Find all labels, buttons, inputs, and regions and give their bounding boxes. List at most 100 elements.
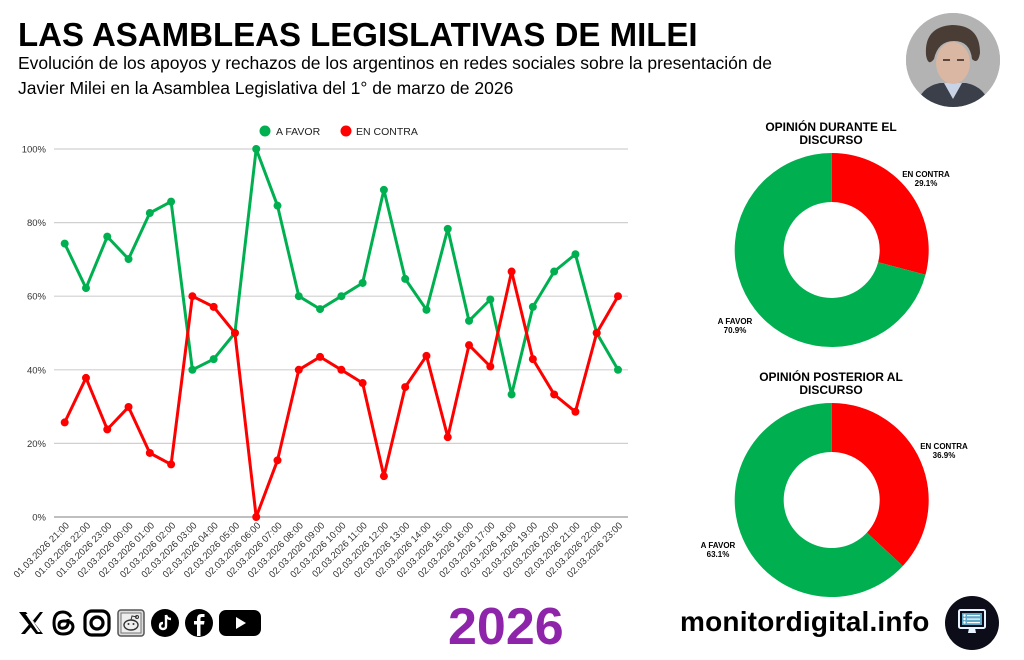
data-point-en-contra[interactable] <box>379 472 388 481</box>
data-point-en-contra[interactable] <box>209 302 218 311</box>
donut-posterior-value-favor: 63.1% <box>707 550 730 559</box>
donut-chart-posterior: OPINIÓN POSTERIOR AL DISCURSO EN CONTRA … <box>701 369 968 597</box>
data-point-a-favor[interactable] <box>358 278 367 287</box>
data-point-en-contra[interactable] <box>614 292 622 301</box>
data-point-a-favor[interactable] <box>337 292 346 301</box>
data-point-a-favor[interactable] <box>571 250 580 259</box>
legend-label-a-favor: A FAVOR <box>276 126 321 138</box>
site-name[interactable]: monitordigital.info <box>680 606 930 637</box>
legend-marker-a-favor <box>259 125 271 137</box>
instagram-icon[interactable] <box>82 608 112 643</box>
y-axis-ticks: 0% 20% 40% 60% 80% 100% <box>22 145 47 524</box>
site-logo[interactable] <box>945 596 999 650</box>
legend-label-en-contra: EN CONTRA <box>356 126 418 138</box>
portrait-image <box>906 13 1000 107</box>
data-point-a-favor[interactable] <box>273 201 282 210</box>
y-tick-label: 80% <box>27 218 47 229</box>
data-point-en-contra[interactable] <box>273 456 282 465</box>
data-point-a-favor[interactable] <box>486 295 495 304</box>
data-point-a-favor[interactable] <box>507 390 516 399</box>
series-lines <box>60 145 622 521</box>
data-point-a-favor[interactable] <box>465 316 474 325</box>
data-point-en-contra[interactable] <box>167 460 176 469</box>
data-point-a-favor[interactable] <box>145 209 154 218</box>
data-point-en-contra[interactable] <box>316 352 325 361</box>
data-point-en-contra[interactable] <box>81 373 90 382</box>
data-point-a-favor[interactable] <box>60 239 69 248</box>
data-point-a-favor[interactable] <box>422 305 431 314</box>
data-point-a-favor[interactable] <box>550 267 559 276</box>
data-point-en-contra[interactable] <box>592 329 601 337</box>
monitor-icon <box>958 609 986 633</box>
donut-durante-title-line-1: OPINIÓN DURANTE EL <box>765 119 896 134</box>
data-point-a-favor[interactable] <box>124 255 133 264</box>
data-point-en-contra[interactable] <box>422 351 431 360</box>
tiktok-icon[interactable] <box>150 608 180 643</box>
donut-durante-title-line-2: DISCURSO <box>799 133 862 147</box>
subtitle-line-2: Javier Milei en la Asamblea Legislativa … <box>18 78 514 98</box>
facebook-icon[interactable] <box>184 608 214 643</box>
data-point-en-contra[interactable] <box>550 390 559 399</box>
data-point-a-favor[interactable] <box>294 292 303 301</box>
donut-slice-en-contra[interactable] <box>831 153 929 275</box>
data-point-en-contra[interactable] <box>401 383 410 392</box>
data-point-en-contra[interactable] <box>230 329 239 337</box>
y-tick-label: 100% <box>22 145 47 156</box>
year-label: 2026 <box>448 598 564 656</box>
reddit-icon[interactable] <box>116 608 146 643</box>
data-point-en-contra[interactable] <box>145 448 154 457</box>
data-point-en-contra[interactable] <box>443 433 452 442</box>
data-point-a-favor[interactable] <box>528 302 537 311</box>
x-icon[interactable] <box>16 608 46 643</box>
data-point-en-contra[interactable] <box>188 292 197 301</box>
data-point-en-contra[interactable] <box>60 418 69 427</box>
data-point-en-contra[interactable] <box>103 425 112 434</box>
donut-slice-a-favor[interactable] <box>734 153 926 347</box>
threads-icon[interactable] <box>50 608 78 643</box>
data-point-en-contra[interactable] <box>465 341 474 350</box>
data-point-en-contra[interactable] <box>124 402 133 411</box>
donut-posterior-title-line-1: OPINIÓN POSTERIOR AL <box>759 369 903 384</box>
data-point-a-favor[interactable] <box>401 274 410 283</box>
subtitle-line-1: Evolución de los apoyos y rechazos de lo… <box>18 53 772 73</box>
data-point-en-contra[interactable] <box>358 379 367 388</box>
donut-durante-slices <box>734 153 929 347</box>
data-point-en-contra[interactable] <box>486 362 495 371</box>
data-point-a-favor[interactable] <box>167 197 176 206</box>
y-tick-label: 60% <box>27 292 47 303</box>
youtube-icon[interactable] <box>218 608 262 643</box>
data-point-en-contra[interactable] <box>507 267 516 276</box>
y-tick-label: 20% <box>27 439 47 450</box>
donut-chart-durante: OPINIÓN DURANTE EL DISCURSO EN CONTRA 29… <box>718 119 950 347</box>
social-icons <box>16 608 262 643</box>
y-tick-label: 0% <box>32 513 46 524</box>
data-point-a-favor[interactable] <box>443 224 452 233</box>
data-point-a-favor[interactable] <box>103 232 112 241</box>
data-point-a-favor[interactable] <box>188 365 197 374</box>
data-point-en-contra[interactable] <box>571 407 580 416</box>
data-point-a-favor[interactable] <box>379 185 388 194</box>
data-point-en-contra[interactable] <box>294 365 303 374</box>
avatar <box>906 13 1000 107</box>
donut-durante-label-contra: EN CONTRA <box>902 170 950 179</box>
donut-durante-value-favor: 70.9% <box>724 326 747 335</box>
y-tick-label: 40% <box>27 365 47 376</box>
data-point-a-favor[interactable] <box>252 145 261 153</box>
data-point-a-favor[interactable] <box>81 284 90 293</box>
legend-marker-en-contra <box>340 125 352 137</box>
donut-durante-value-contra: 29.1% <box>915 179 938 188</box>
donut-posterior-title-line-2: DISCURSO <box>799 383 862 397</box>
donut-posterior-label-favor: A FAVOR <box>701 541 736 550</box>
donut-posterior-label-contra: EN CONTRA <box>920 442 968 451</box>
donut-slice-en-contra[interactable] <box>831 403 929 566</box>
data-point-a-favor[interactable] <box>614 365 622 374</box>
data-point-a-favor[interactable] <box>316 305 325 314</box>
donut-posterior-slices <box>734 403 929 597</box>
data-point-en-contra[interactable] <box>528 355 537 364</box>
data-point-en-contra[interactable] <box>252 513 261 521</box>
data-point-a-favor[interactable] <box>209 355 218 364</box>
donut-slice-a-favor[interactable] <box>734 403 903 597</box>
data-point-en-contra[interactable] <box>337 365 346 374</box>
page-subtitle: Evolución de los apoyos y rechazos de lo… <box>18 51 878 101</box>
